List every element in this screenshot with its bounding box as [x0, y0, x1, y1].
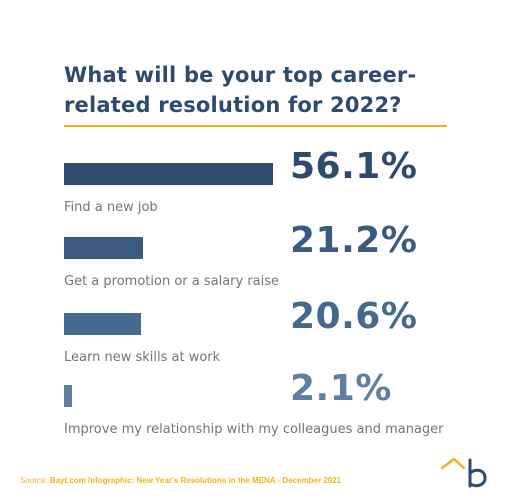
- source-prefix: Source:: [20, 476, 48, 485]
- value-label-2: 21.2%: [290, 220, 418, 261]
- title-divider: [64, 125, 447, 127]
- bar-4: [64, 385, 72, 407]
- bar-1: [64, 163, 273, 185]
- category-label-1: Find a new job: [64, 200, 158, 215]
- value-label-4: 2.1%: [290, 368, 392, 409]
- value-label-3: 20.6%: [290, 296, 418, 337]
- bar-3: [64, 313, 141, 335]
- category-label-2: Get a promotion or a salary raise: [64, 274, 280, 289]
- bayt-logo-icon: [440, 457, 487, 488]
- source-note: Source: Bayt.com Infographic: New Year's…: [20, 476, 341, 485]
- value-label-1: 56.1%: [290, 146, 418, 187]
- category-label-3: Learn new skills at work: [64, 350, 221, 365]
- category-label-4: Improve my relationship with my colleagu…: [64, 422, 444, 437]
- source-text: Bayt.com Infographic: New Year's Resolut…: [49, 476, 342, 485]
- chart-title: What will be your top career-related res…: [64, 63, 417, 117]
- bar-2: [64, 237, 143, 259]
